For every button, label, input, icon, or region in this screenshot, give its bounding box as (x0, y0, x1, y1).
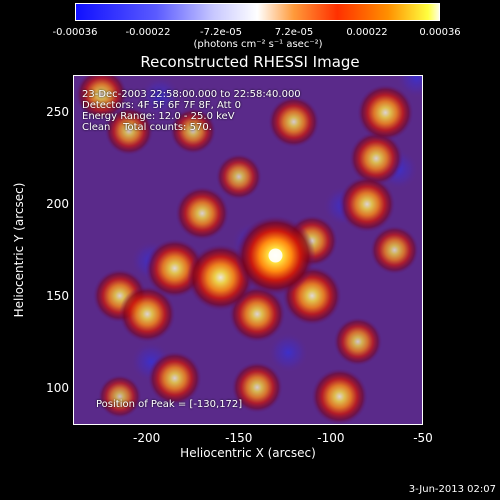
x-tick-label: -150 (225, 431, 253, 445)
y-tick-label: 100 (46, 381, 69, 396)
heatmap-source (118, 285, 176, 343)
heatmap-source (338, 175, 396, 233)
heatmap-source (357, 84, 414, 141)
colorbar-tick-label: 0.00036 (419, 27, 461, 38)
y-axis-label: Heliocentric Y (arcsec) (12, 182, 26, 318)
heatmap-image (74, 76, 422, 424)
heatmap-source (333, 317, 383, 366)
colorbar-tick-label: -7.2e-05 (200, 27, 242, 38)
colorbar-units: (photons cm⁻² s⁻¹ asec⁻²) (193, 39, 323, 50)
peak-marker (268, 248, 283, 263)
heatmap-source (175, 186, 230, 241)
heatmap-low-region (140, 76, 181, 117)
heatmap-source (97, 374, 142, 419)
colorbar-tick-label: 0.00022 (346, 27, 388, 38)
colorbar-tick-label: 7.2e-05 (274, 27, 314, 38)
chart-title: Reconstructed RHESSI Image (140, 53, 360, 71)
plot-area: 23-Dec-2003 22:58:00.000 to 22:58:40.000… (73, 75, 423, 425)
colorbar-tick-label: -0.00022 (125, 27, 171, 38)
heatmap-low-region (268, 332, 309, 373)
y-tick-label: 150 (46, 289, 69, 304)
annotation-energy-range: Energy Range: 12.0 - 25.0 keV (82, 111, 235, 122)
y-tick-label: 250 (46, 104, 69, 119)
heatmap-source (349, 131, 404, 186)
heatmap-source (147, 351, 202, 406)
peak-position-label: Position of Peak = [-130,172] (96, 399, 243, 410)
heatmap-source (231, 361, 283, 414)
heatmap-source (215, 153, 262, 200)
heatmap-source (370, 225, 419, 275)
heatmap-source (268, 96, 320, 148)
heatmap-source (75, 76, 128, 121)
heatmap-source (311, 368, 368, 424)
x-axis-label: Heliocentric X (arcsec) (180, 446, 316, 460)
annotation-detectors: Detectors: 4F 5F 6F 7F 8F, Att 0 (82, 100, 242, 111)
x-tick-label: -50 (413, 431, 433, 445)
annotation-time-range: 23-Dec-2003 22:58:00.000 to 22:58:40.000 (82, 89, 301, 100)
heatmap-source (104, 106, 154, 156)
x-tick-label: -100 (317, 431, 345, 445)
annotation-total-counts: Clean Total counts: 570. (82, 122, 212, 133)
colorbar (75, 3, 440, 21)
y-tick-label: 200 (46, 196, 69, 211)
colorbar-tick-label: -0.00036 (52, 27, 98, 38)
footer-date: 3-Jun-2013 02:07 (408, 484, 496, 495)
x-tick-label: -200 (133, 431, 161, 445)
heatmap-source (169, 107, 217, 155)
